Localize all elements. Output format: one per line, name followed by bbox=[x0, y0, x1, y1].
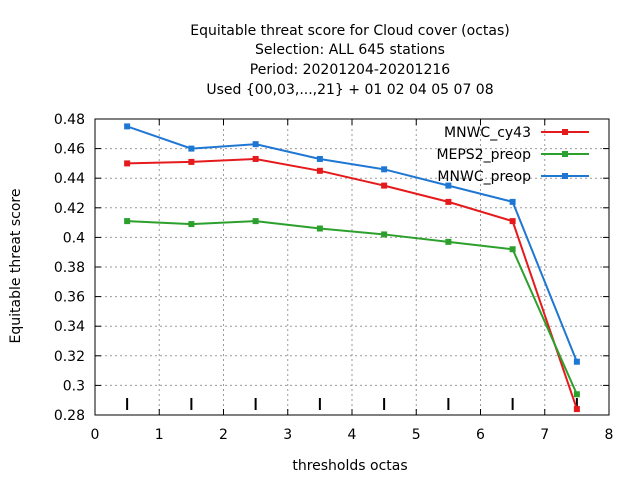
x-tick-label: 0 bbox=[91, 427, 100, 443]
legend-label: MNWC_preop bbox=[437, 169, 531, 185]
y-tick-label: 0.32 bbox=[54, 349, 85, 365]
x-tick-label: 4 bbox=[348, 427, 357, 443]
y-tick-label: 0.48 bbox=[54, 112, 85, 128]
title-line-4: Used {00,03,...,21} + 01 02 04 05 07 08 bbox=[206, 82, 493, 98]
data-point bbox=[573, 406, 580, 413]
grid bbox=[95, 119, 609, 415]
y-tick-label: 0.3 bbox=[63, 378, 85, 394]
data-point bbox=[381, 182, 388, 189]
y-axis-tick-labels: 0.28 0.3 0.32 0.34 0.36 0.38 0.4 0.42 0.44 0.46 0.… bbox=[54, 112, 85, 424]
title-line-1: Equitable threat score for Cloud cover (… bbox=[190, 23, 509, 39]
x-tick-label: 5 bbox=[412, 427, 421, 443]
x-axis-title: thresholds octas bbox=[292, 458, 407, 474]
legend-label: MEPS2_preop bbox=[436, 147, 531, 163]
x-tick-label: 3 bbox=[283, 427, 292, 443]
title-line-3: Period: 20201204-20201216 bbox=[250, 62, 450, 78]
data-point bbox=[188, 221, 195, 228]
data-point bbox=[252, 141, 259, 148]
legend-label: MNWC_cy43 bbox=[444, 125, 531, 141]
x-axis-tick-labels: 0 1 2 3 4 5 6 7 8 bbox=[91, 427, 614, 443]
data-point bbox=[316, 167, 323, 174]
y-tick-label: 0.38 bbox=[54, 260, 85, 276]
y-tick-label: 0.46 bbox=[54, 142, 85, 158]
y-tick-label: 0.34 bbox=[54, 319, 85, 335]
legend-swatch-marker bbox=[562, 173, 568, 179]
data-point bbox=[381, 231, 388, 238]
data-point bbox=[124, 160, 131, 167]
y-tick-label: 0.42 bbox=[54, 201, 85, 217]
series-line-MEPS2_preop bbox=[127, 220, 578, 395]
threshold-marks bbox=[126, 398, 578, 410]
y-tick-label: 0.4 bbox=[63, 230, 85, 246]
data-point bbox=[573, 358, 580, 365]
axis-ticks bbox=[94, 118, 610, 416]
x-tick-label: 1 bbox=[155, 427, 164, 443]
x-tick-label: 2 bbox=[219, 427, 228, 443]
y-tick-label: 0.44 bbox=[54, 171, 85, 187]
y-tick-label: 0.28 bbox=[54, 408, 85, 424]
y-axis-title: Equitable threat score bbox=[8, 189, 24, 344]
data-point bbox=[252, 155, 259, 162]
data-point bbox=[124, 123, 131, 130]
data-point bbox=[509, 246, 516, 253]
title-line-2: Selection: ALL 645 stations bbox=[255, 42, 445, 58]
data-point bbox=[381, 166, 388, 173]
y-tick-label: 0.36 bbox=[54, 290, 85, 306]
data-point bbox=[445, 198, 452, 205]
data-point bbox=[316, 155, 323, 162]
x-tick-label: 6 bbox=[476, 427, 485, 443]
series bbox=[124, 123, 580, 413]
series-line-MNWC_preop bbox=[126, 125, 578, 363]
x-tick-label: 8 bbox=[605, 427, 614, 443]
data-point bbox=[445, 238, 452, 245]
data-point bbox=[188, 158, 195, 165]
chart-title: Equitable threat score for Cloud cover (… bbox=[190, 23, 509, 98]
legend-swatch-marker bbox=[562, 129, 568, 135]
x-tick-label: 7 bbox=[540, 427, 549, 443]
legend-swatch-marker bbox=[562, 151, 568, 157]
data-point bbox=[124, 218, 131, 225]
data-point bbox=[509, 198, 516, 205]
data-point bbox=[252, 218, 259, 225]
data-point bbox=[573, 391, 580, 398]
data-point bbox=[316, 225, 323, 232]
data-point bbox=[188, 145, 195, 152]
data-point bbox=[509, 218, 516, 225]
legend: MNWC_cy43 MEPS2_preop MNWC_preop bbox=[436, 125, 589, 185]
series-line-MNWC_cy43 bbox=[127, 157, 578, 410]
data-point bbox=[445, 182, 452, 189]
